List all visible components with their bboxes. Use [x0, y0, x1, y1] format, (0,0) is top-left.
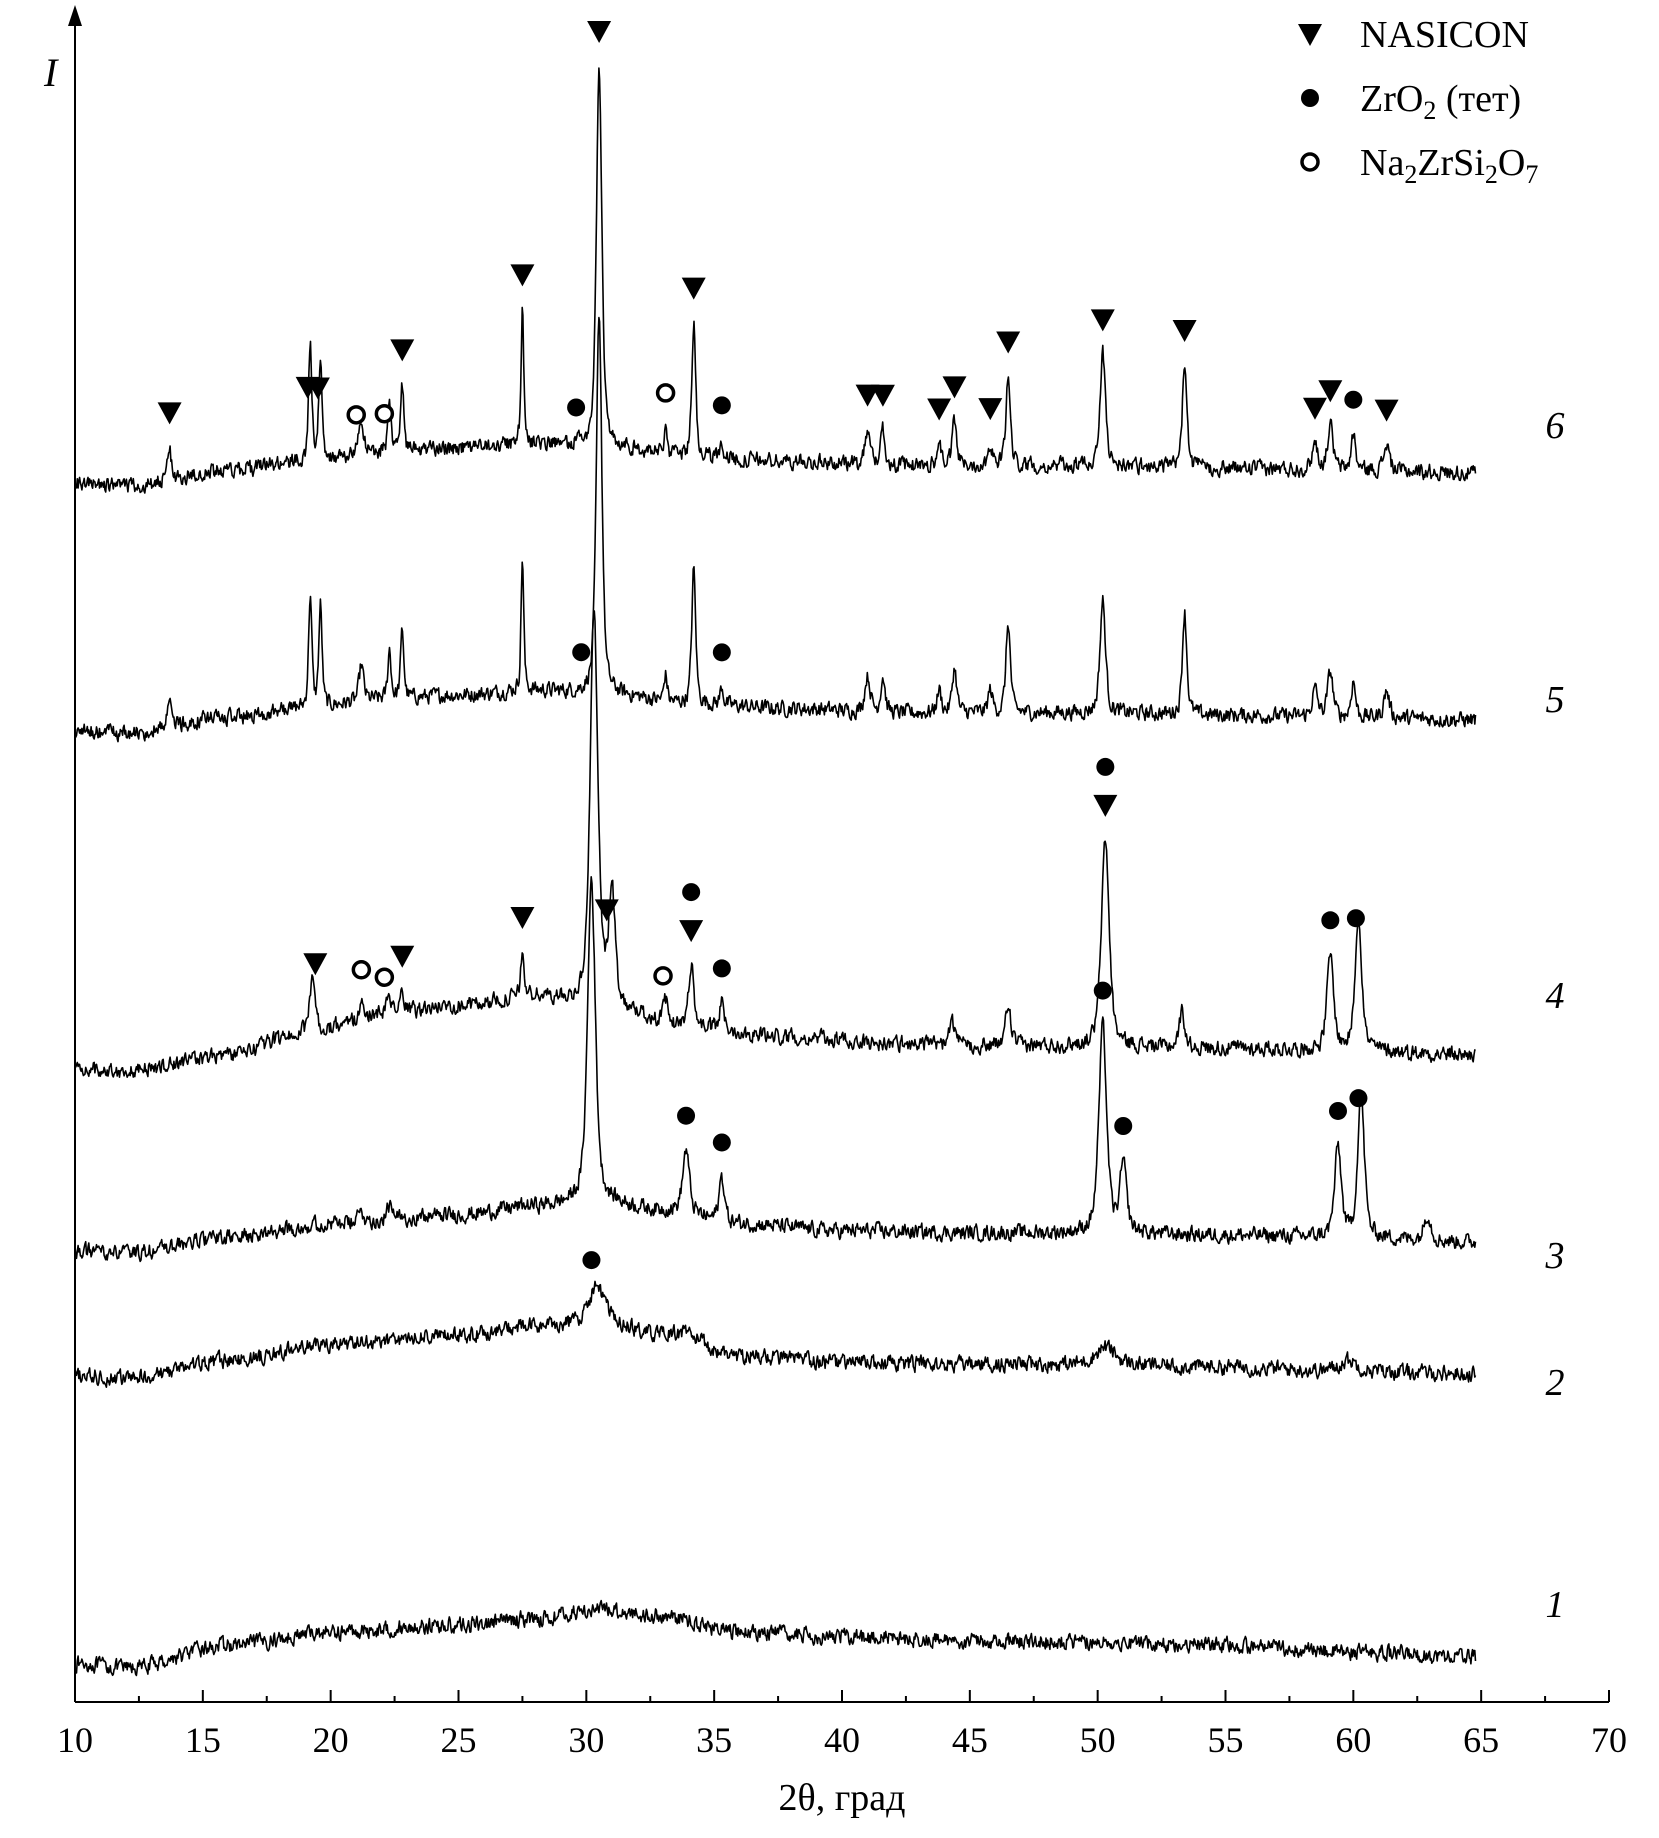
x-tick-label: 15 [185, 1720, 221, 1760]
nasicon-triangle-marker [942, 376, 967, 399]
nasicon-triangle-marker [1318, 380, 1343, 403]
curve-label-4: 4 [1546, 975, 1565, 1017]
nasicon-triangle-marker [390, 945, 415, 968]
zro2-filled-circle-marker [712, 1133, 731, 1152]
trace-1 [74, 1599, 1477, 1677]
curve-label-1: 1 [1546, 1584, 1565, 1626]
na2zrsi2o7-open-circle-marker [653, 966, 673, 986]
legend-open-circle-icon [1300, 152, 1320, 172]
trace-6 [74, 67, 1477, 494]
nasicon-triangle-marker [1093, 794, 1118, 817]
traces [74, 67, 1477, 1677]
nasicon-triangle-marker [1374, 399, 1399, 422]
nasicon-triangle-marker [157, 402, 182, 425]
nasicon-triangle-marker [510, 907, 535, 930]
zro2-filled-circle-marker [1349, 1089, 1368, 1108]
na2zrsi2o7-open-circle-marker [374, 967, 395, 988]
nasicon-triangle-marker [681, 277, 706, 300]
axes: 10 15 20 25 30 35 40 45 50 55 60 65 70 I 2θ, град [43, 5, 1627, 1819]
zro2-filled-circle-marker [1096, 757, 1115, 776]
zro2-filled-circle-marker [1321, 911, 1340, 930]
legend-triangle-icon [1298, 24, 1322, 46]
nasicon-triangle-marker [305, 377, 330, 400]
trace-5 [74, 316, 1477, 743]
zro2-filled-circle-marker [1328, 1101, 1347, 1120]
curve-label-3: 3 [1545, 1235, 1565, 1277]
na2zrsi2o7-open-circle-marker [374, 403, 395, 424]
legend-item-na2zrsi2o7: Na2ZrSi2O7 [1300, 142, 1538, 189]
nasicon-triangle-marker [927, 398, 952, 421]
legend-label-nasicon: NASICON [1360, 14, 1529, 56]
curve-labels: 1 2 3 4 5 6 [1545, 405, 1565, 1626]
y-axis-label: I [43, 50, 59, 95]
legend: NASICON ZrO2 (тет) Na2ZrSi2O7 [1298, 14, 1538, 189]
nasicon-triangle-marker [303, 953, 328, 976]
legend-item-nasicon: NASICON [1298, 14, 1529, 56]
y-axis-arrow [68, 5, 82, 26]
zro2-filled-circle-marker [677, 1106, 696, 1125]
nasicon-triangle-marker [679, 920, 704, 943]
x-tick-label: 60 [1335, 1720, 1371, 1760]
x-tick-label: 45 [952, 1720, 988, 1760]
nasicon-triangle-marker [587, 21, 612, 44]
legend-label-na2zrsi2o7: Na2ZrSi2O7 [1360, 142, 1538, 189]
x-tick-label: 40 [824, 1720, 860, 1760]
x-tick-label: 70 [1591, 1720, 1627, 1760]
zro2-filled-circle-marker [682, 883, 701, 902]
nasicon-triangle-marker [855, 384, 880, 407]
x-axis-label: 2θ, град [779, 1777, 906, 1819]
x-tick-label: 65 [1463, 1720, 1499, 1760]
nasicon-triangle-marker [1090, 309, 1115, 332]
zro2-filled-circle-marker [1346, 909, 1365, 928]
nasicon-triangle-marker [870, 384, 895, 407]
x-ticks: 10 15 20 25 30 35 40 45 50 55 60 65 70 [57, 1690, 1627, 1760]
zro2-filled-circle-marker [712, 959, 731, 978]
zro2-filled-circle-marker [712, 396, 731, 415]
x-tick-label: 55 [1208, 1720, 1244, 1760]
nasicon-triangle-marker [510, 264, 535, 287]
nasicon-triangle-marker [978, 398, 1003, 421]
phase-markers [157, 21, 1399, 1270]
zro2-filled-circle-marker [1114, 1117, 1133, 1136]
legend-filled-circle-icon [1301, 89, 1319, 107]
x-tick-label: 25 [441, 1720, 477, 1760]
nasicon-triangle-marker [1302, 397, 1327, 420]
nasicon-triangle-marker [996, 331, 1021, 354]
legend-item-zro2: ZrO2 (тет) [1301, 78, 1521, 125]
curve-label-6: 6 [1546, 405, 1565, 447]
zro2-filled-circle-marker [582, 1251, 601, 1270]
trace-3 [74, 876, 1477, 1263]
x-tick-label: 35 [696, 1720, 732, 1760]
curve-label-2: 2 [1546, 1362, 1565, 1404]
nasicon-triangle-marker [594, 899, 619, 922]
nasicon-triangle-marker [1172, 320, 1197, 343]
na2zrsi2o7-open-circle-marker [351, 960, 372, 980]
zro2-filled-circle-marker [567, 398, 586, 417]
legend-label-zro2: ZrO2 (тет) [1360, 78, 1521, 125]
zro2-filled-circle-marker [1344, 390, 1363, 409]
x-tick-label: 20 [313, 1720, 349, 1760]
x-tick-label: 10 [57, 1720, 93, 1760]
x-tick-label: 30 [568, 1720, 604, 1760]
trace-4 [74, 610, 1476, 1078]
na2zrsi2o7-open-circle-marker [655, 383, 676, 403]
trace-2 [74, 1280, 1477, 1388]
x-tick-label: 50 [1080, 1720, 1116, 1760]
na2zrsi2o7-open-circle-marker [346, 405, 366, 425]
nasicon-triangle-marker [390, 339, 415, 362]
zro2-filled-circle-marker [1093, 981, 1112, 1000]
zro2-filled-circle-marker [572, 643, 591, 662]
curve-label-5: 5 [1546, 679, 1565, 721]
zro2-filled-circle-marker [712, 643, 731, 662]
